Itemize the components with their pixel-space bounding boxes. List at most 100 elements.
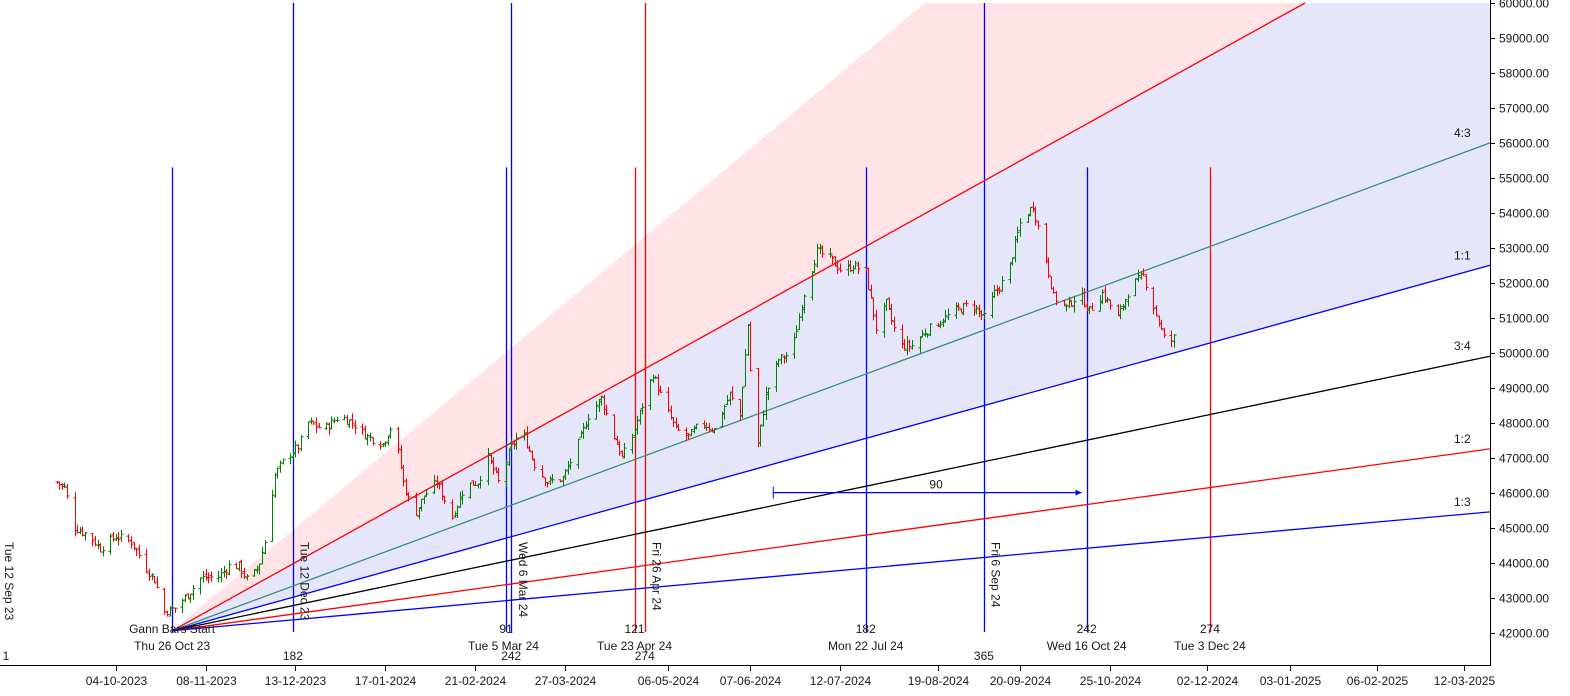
ohlc-bar	[65, 483, 70, 499]
ohlc-bar	[1144, 273, 1149, 291]
ohlc-bar	[83, 532, 88, 541]
date-tick-label: 13-12-2023	[265, 674, 327, 688]
ohlc-bar	[594, 401, 599, 420]
ohlc-bar	[396, 426, 401, 454]
count-arrow-label: 90	[929, 478, 943, 492]
price-tick-label: 52000.00	[1499, 277, 1549, 291]
ohlc-bar	[347, 419, 352, 429]
ohlc-bar	[748, 321, 753, 372]
price-axis[interactable]: 42000.00 43000.00 44000.00 45000.00 46000.00…	[1490, 0, 1570, 696]
ohlc-bar	[1082, 288, 1087, 308]
ohlc-bar	[209, 571, 214, 583]
ohlc-bar	[386, 436, 391, 446]
ohlc-bar	[545, 481, 550, 488]
fan-line-3-4	[171, 355, 1491, 632]
ohlc-bar	[928, 323, 933, 337]
ohlc-bar	[1100, 289, 1105, 305]
ohlc-bar	[406, 492, 411, 502]
ohlc-bar	[1133, 278, 1138, 297]
price-tick-label: 49000.00	[1499, 382, 1549, 396]
ohlc-bar	[101, 546, 106, 557]
date-tick-label: 12-07-2024	[810, 674, 872, 688]
ohlc-bar	[90, 533, 95, 547]
ohlc-bar	[219, 567, 224, 583]
ohlc-bar	[648, 378, 653, 411]
fan-line-1-1	[171, 264, 1491, 632]
ohlc-bar	[227, 560, 232, 576]
ohlc-bar	[740, 386, 745, 419]
ohlc-bar	[273, 472, 278, 498]
ohlc-bar	[918, 336, 923, 354]
annotation-date-vertical-1: Tue 12 Dec 23	[298, 542, 312, 621]
fan-label-1-1: 1:1	[1454, 248, 1471, 262]
date-axis[interactable]: 04-10-2023 08-11-2023 13-12-2023 17-01-2024…	[0, 665, 1496, 689]
ohlc-bar	[57, 481, 62, 490]
price-tick-label: 43000.00	[1499, 592, 1549, 606]
ohlc-bar	[997, 286, 1002, 295]
ohlc-bar	[1046, 257, 1051, 278]
gann-time-lines	[171, 3, 1212, 632]
ohlc-bar	[450, 499, 455, 520]
ohlc-bar	[527, 445, 532, 452]
annotation-label-13: 242	[1077, 622, 1097, 636]
ohlc-bar	[725, 394, 730, 406]
ohlc-bar	[1090, 302, 1095, 311]
ohlc-bar	[486, 448, 491, 486]
ohlc-bar	[635, 415, 640, 435]
ohlc-bar	[830, 255, 835, 264]
date-tick-label: 21-02-2024	[445, 674, 507, 688]
ohlc-bar	[371, 437, 376, 446]
ohlc-bar	[866, 267, 871, 290]
ohlc-bar	[1141, 268, 1146, 277]
ohlc-bar	[324, 422, 329, 430]
ohlc-bar	[784, 352, 789, 363]
gann-fan-shading	[172, 3, 1490, 631]
date-tick-label: 06-05-2024	[638, 674, 700, 688]
ohlc-bar	[871, 298, 876, 321]
ohlc-bar	[460, 490, 465, 505]
ohlc-bar	[137, 544, 142, 559]
ohlc-bar	[378, 441, 383, 450]
ohlc-bar	[874, 309, 879, 334]
ohlc-bar	[1108, 299, 1113, 310]
ohlc-bar	[1169, 330, 1174, 348]
ohlc-bar	[910, 340, 915, 350]
ohlc-bar	[820, 245, 825, 258]
price-axis-background	[1490, 0, 1570, 696]
ohlc-bar	[838, 263, 843, 273]
ohlc-bar	[1064, 304, 1069, 312]
ohlc-bar	[507, 448, 512, 467]
ohlc-bar	[892, 316, 897, 332]
ohlc-bar	[1123, 298, 1128, 310]
ohlc-bar	[794, 325, 799, 339]
ohlc-bar	[496, 467, 501, 483]
ohlc-bar	[1118, 304, 1123, 320]
fan-line-1-2	[172, 448, 1491, 632]
ohlc-bar	[126, 534, 131, 543]
annotation-label-12: 365	[974, 649, 994, 663]
ohlc-bar	[630, 433, 635, 454]
ohlc-bar	[129, 536, 134, 549]
ohlc-bar	[920, 329, 925, 338]
price-tick-label: 58000.00	[1499, 67, 1549, 81]
ohlc-bar	[730, 386, 735, 401]
ohlc-bar	[622, 442, 627, 459]
date-tick-label: 19-08-2024	[908, 674, 970, 688]
annotation-label-15: 274	[1200, 622, 1220, 636]
price-tick-label: 46000.00	[1499, 487, 1549, 501]
ohlc-bar	[116, 531, 121, 546]
price-tick-label: 59000.00	[1499, 32, 1549, 46]
ohlc-bar	[278, 460, 283, 473]
annotation-date-vertical-4: Fri 6 Sep 24	[989, 542, 1003, 608]
annotation-date-vertical-3: Fri 26 Apr 24	[650, 542, 664, 611]
ohlc-bar	[992, 284, 997, 299]
price-bars	[55, 201, 1177, 617]
ohlc-bar	[1010, 257, 1015, 266]
ohlc-bar	[653, 375, 658, 379]
fan-label-3-4: 3:4	[1454, 339, 1471, 353]
ohlc-bar	[869, 284, 874, 299]
ohlc-bar	[1067, 296, 1072, 308]
ohlc-bar	[317, 422, 322, 429]
date-tick-label: 02-12-2024	[1177, 674, 1239, 688]
